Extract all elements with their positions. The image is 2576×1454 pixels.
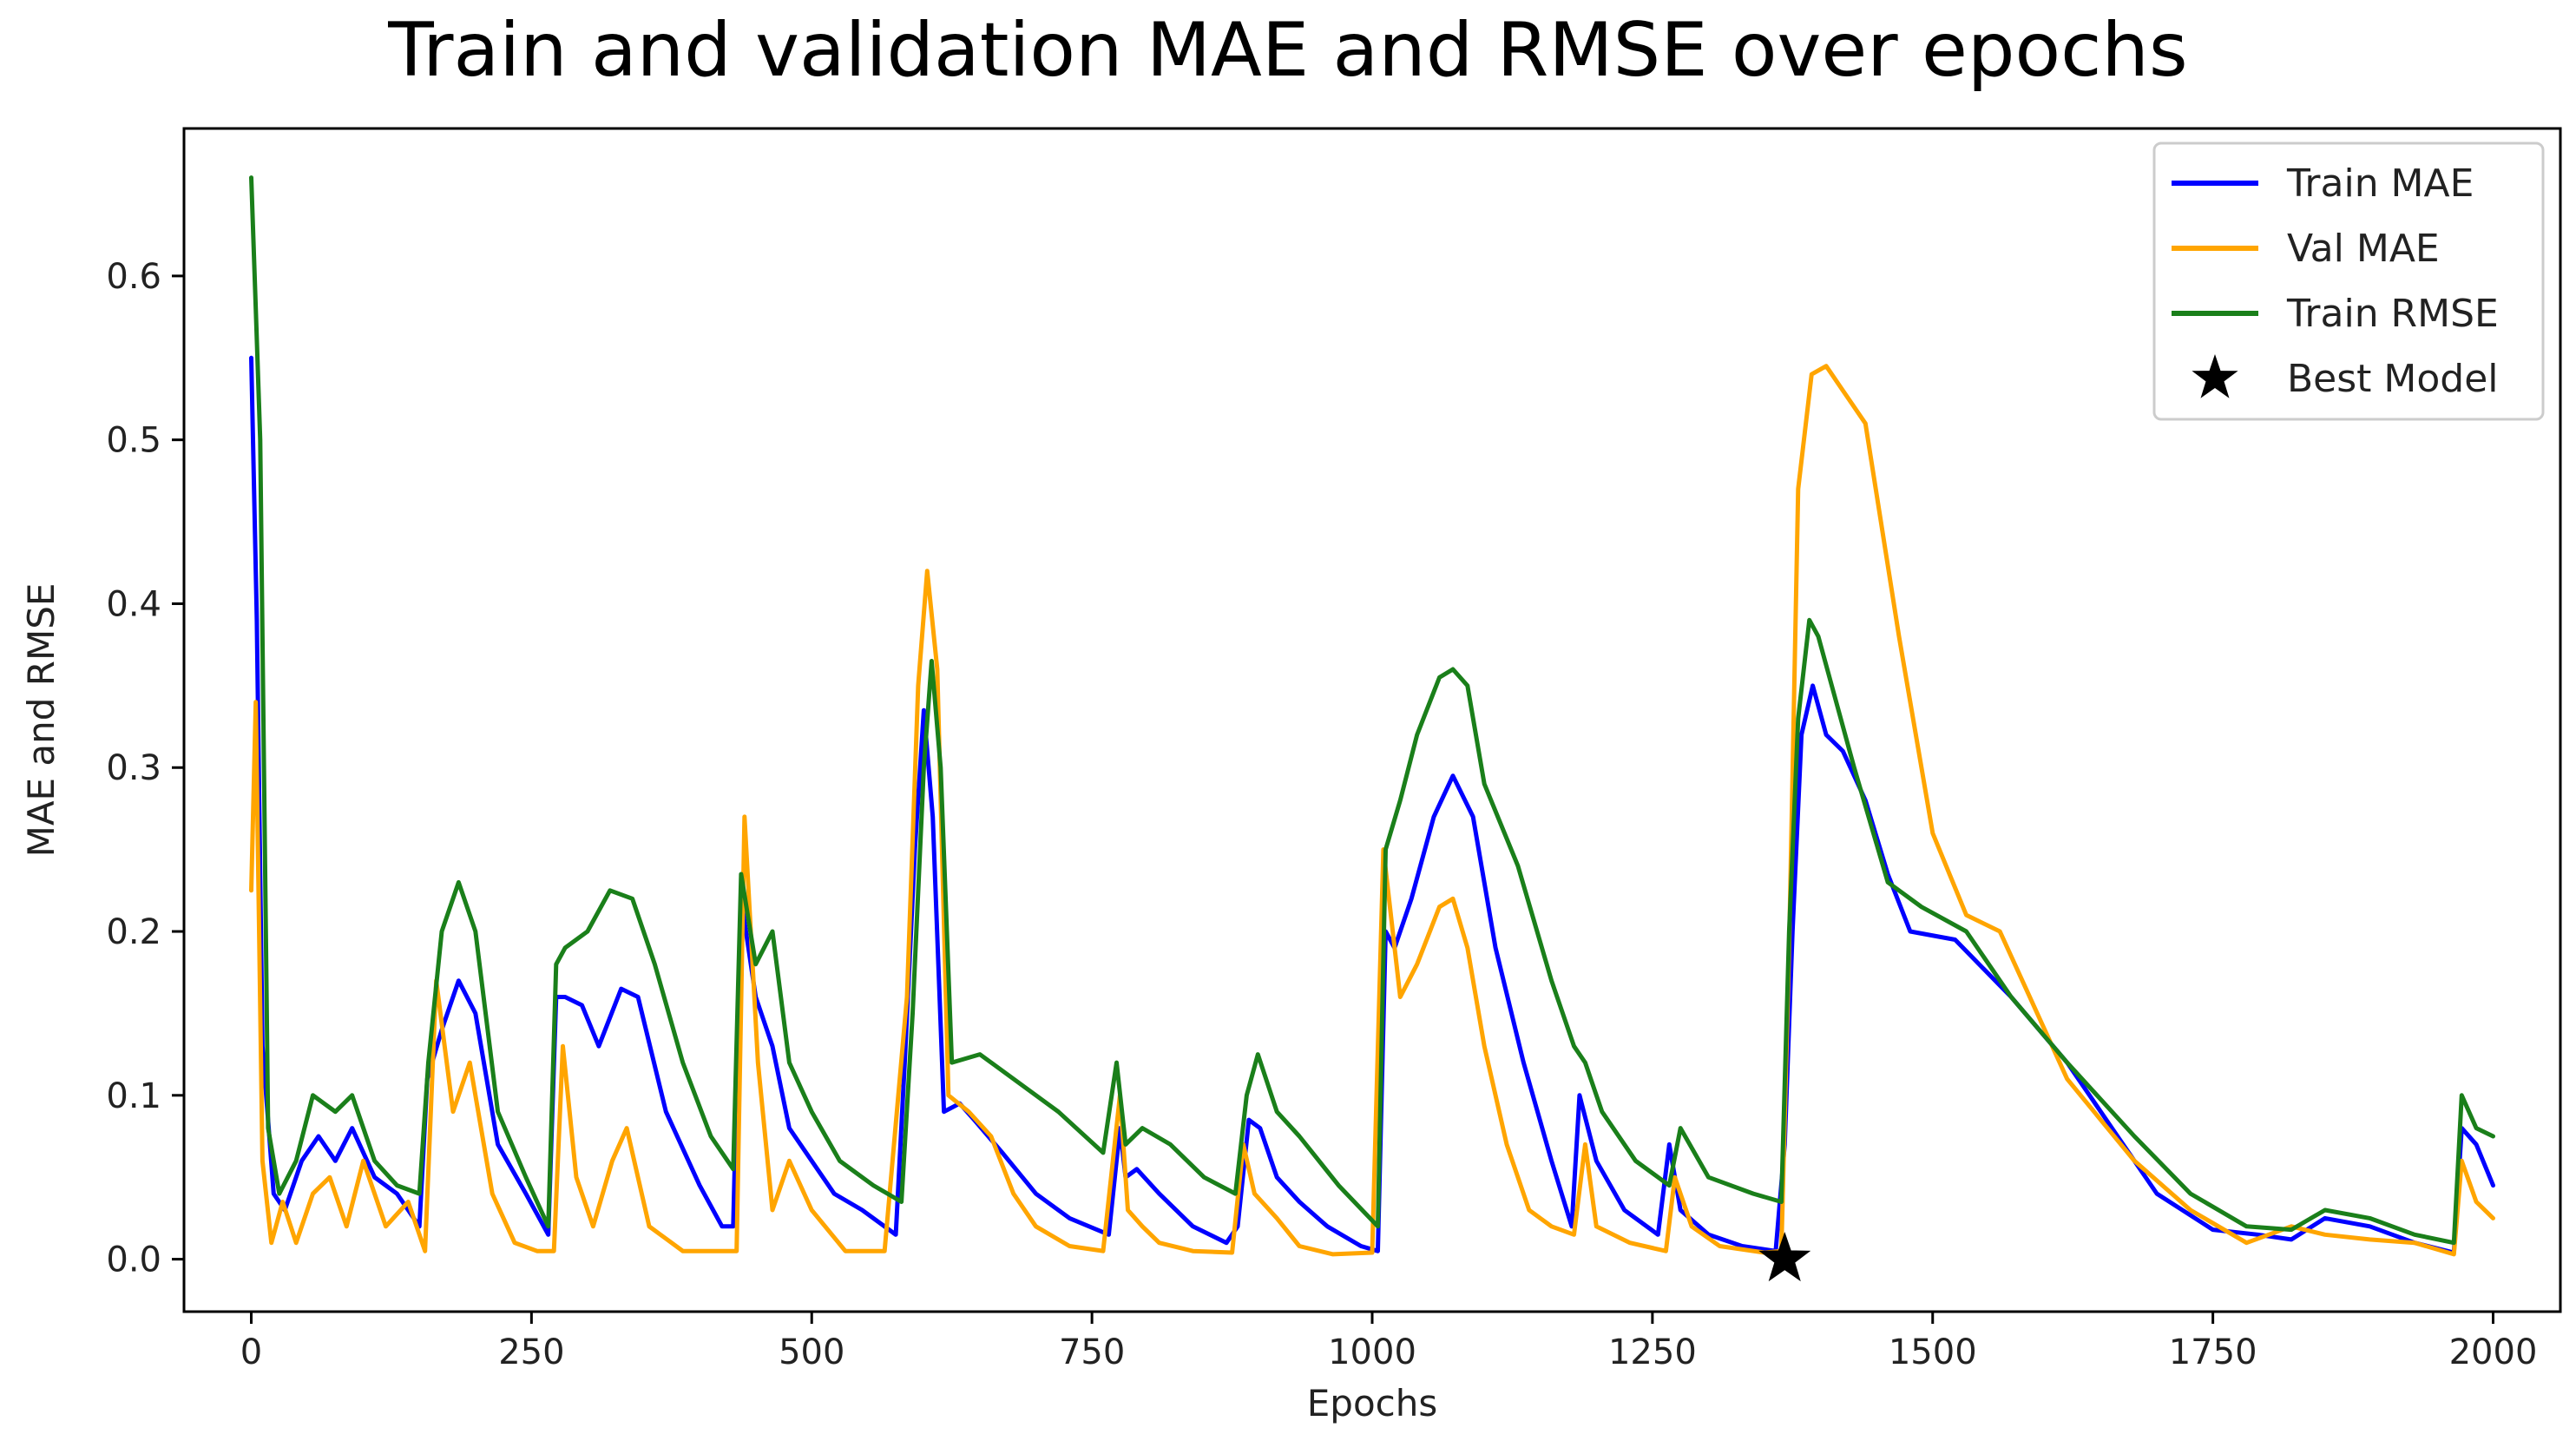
x-tick-label: 1750 xyxy=(2169,1332,2257,1372)
axes: 0 250 500 750 1000 1250 1500 1750 2000 0.0 0.1 0.2 0… xyxy=(106,257,2537,1372)
series-layer xyxy=(249,175,2495,1257)
legend-label-best-model: Best Model xyxy=(2287,357,2499,401)
x-tick-label: 1250 xyxy=(1608,1332,1697,1372)
x-tick-label: 0 xyxy=(240,1332,262,1372)
legend: Train MAE Val MAE Train RMSE Best Model xyxy=(2152,141,2545,421)
x-tick-label: 750 xyxy=(1059,1332,1125,1372)
y-tick-label: 0.3 xyxy=(106,748,161,788)
x-axis-label: Epochs xyxy=(1307,1382,1438,1424)
marker-layer xyxy=(1758,1232,1811,1282)
plot-frame xyxy=(182,127,2562,1313)
y-tick-label: 0.0 xyxy=(106,1240,161,1280)
x-tick-label: 1000 xyxy=(1328,1332,1416,1372)
x-tick-label: 2000 xyxy=(2449,1332,2538,1372)
legend-swatch-best-model xyxy=(2192,354,2238,398)
x-tick-label: 250 xyxy=(498,1332,564,1372)
series-line-val-mae xyxy=(249,364,2495,1257)
legend-label-train-rmse: Train RMSE xyxy=(2286,292,2499,336)
legend-label-val-mae: Val MAE xyxy=(2287,227,2440,271)
x-tick-label: 500 xyxy=(779,1332,844,1372)
legend-label-train-mae: Train MAE xyxy=(2286,161,2474,206)
y-tick-label: 0.1 xyxy=(106,1076,161,1116)
legend-box xyxy=(2152,141,2545,421)
chart-title: Train and validation MAE and RMSE over e… xyxy=(388,7,2188,94)
y-tick-label: 0.2 xyxy=(106,912,161,952)
y-tick-label: 0.4 xyxy=(106,584,161,624)
series-line-train-rmse xyxy=(249,175,2495,1246)
series-line-train-mae xyxy=(249,355,2495,1255)
x-tick-label: 1500 xyxy=(1889,1332,1977,1372)
y-tick-label: 0.6 xyxy=(106,257,161,297)
y-tick-label: 0.5 xyxy=(106,421,161,461)
y-axis-label: MAE and RMSE xyxy=(20,583,62,858)
best-model-star-marker xyxy=(1758,1232,1811,1282)
